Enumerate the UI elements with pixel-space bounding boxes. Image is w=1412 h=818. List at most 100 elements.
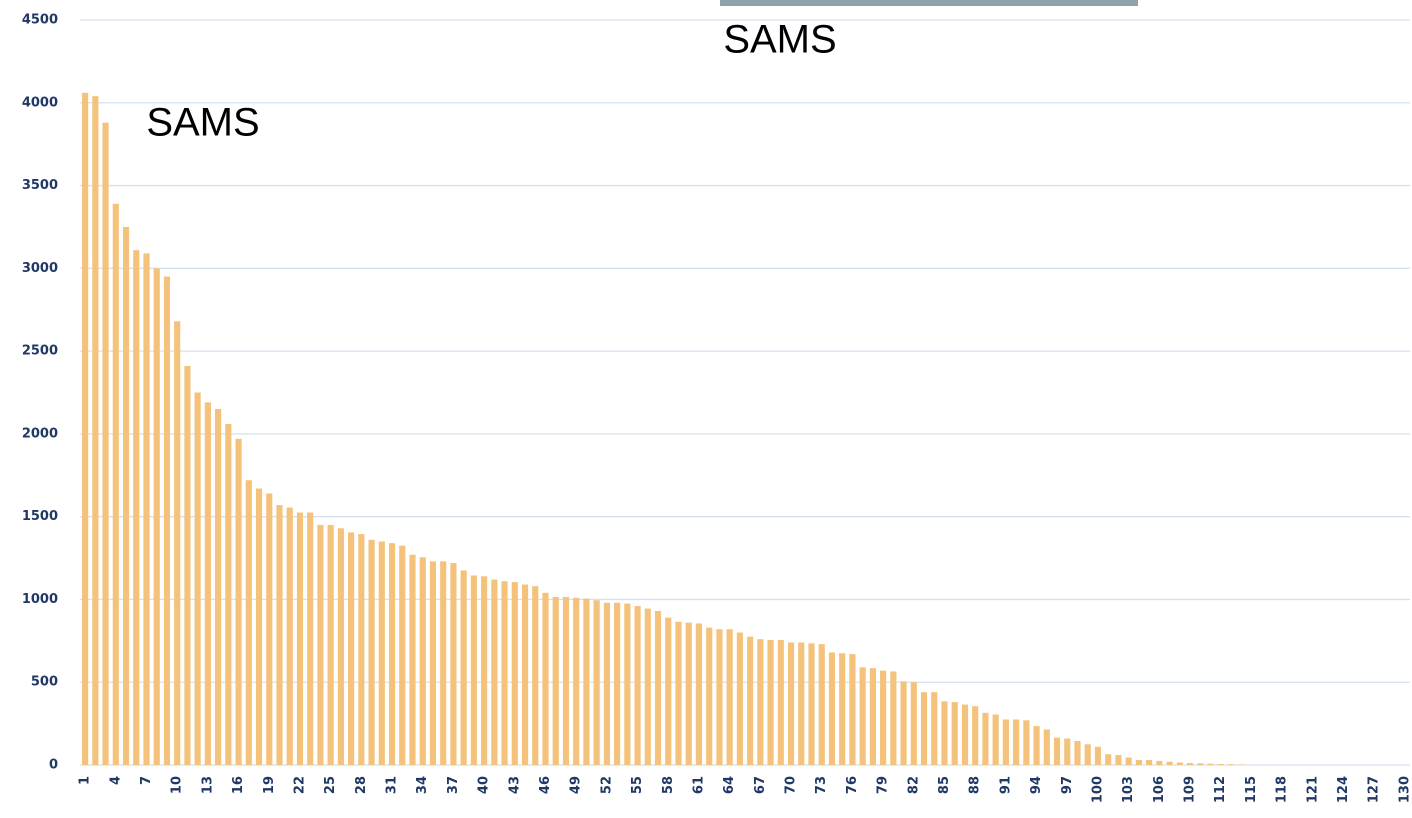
bar (1228, 764, 1234, 765)
bar (655, 611, 661, 765)
bar (1054, 738, 1060, 765)
bar (358, 534, 364, 765)
bar (1085, 744, 1091, 765)
bar (941, 701, 947, 765)
cropped-map-image (720, 0, 1138, 6)
x-tick-label: 118 (1275, 776, 1290, 803)
bar (604, 603, 610, 765)
y-tick-label: 1500 (22, 509, 58, 524)
bar (174, 321, 180, 765)
bar (860, 667, 866, 765)
bar (1044, 729, 1050, 765)
bar (215, 409, 221, 765)
annotation: SAMS (723, 18, 836, 62)
bar (901, 681, 907, 765)
bar (1126, 758, 1132, 765)
bar (399, 546, 405, 765)
bar (1187, 763, 1193, 765)
x-tick-label: 70 (784, 776, 799, 794)
bar (317, 525, 323, 765)
y-tick-label: 1000 (22, 592, 58, 607)
x-tick-label: 37 (446, 776, 461, 794)
bar (297, 513, 303, 765)
x-tick-label: 124 (1336, 776, 1351, 803)
x-tick-label: 7 (139, 776, 154, 785)
x-tick-label: 4 (108, 776, 123, 785)
bar (921, 692, 927, 765)
x-tick-label: 19 (262, 776, 277, 794)
bar (1207, 764, 1213, 765)
x-tick-label: 76 (845, 776, 860, 794)
bar (1218, 764, 1224, 765)
y-tick-label: 4500 (22, 13, 58, 28)
bar (757, 639, 763, 765)
bar (502, 581, 508, 765)
x-tick-label: 121 (1305, 776, 1320, 803)
x-tick-label: 67 (753, 776, 768, 794)
bar (1003, 719, 1009, 765)
bar (870, 668, 876, 765)
x-tick-label: 82 (906, 776, 921, 794)
bar (338, 528, 344, 765)
bar (1013, 719, 1019, 765)
x-tick-label: 100 (1090, 776, 1105, 803)
x-tick-label: 79 (876, 776, 891, 794)
bar (532, 586, 538, 765)
bar (798, 642, 804, 765)
bar (512, 582, 518, 765)
bar (1146, 760, 1152, 765)
bar (1105, 754, 1111, 765)
x-tick-label: 10 (170, 776, 185, 794)
bar (164, 277, 170, 765)
bar (594, 600, 600, 765)
bar (635, 606, 641, 765)
bar (1064, 739, 1070, 765)
bar (808, 643, 814, 765)
bar (348, 532, 354, 765)
x-tick-label: 61 (691, 776, 706, 794)
bar (696, 623, 702, 765)
bar (1095, 747, 1101, 765)
x-tick-label: 73 (814, 776, 829, 794)
bar (849, 654, 855, 765)
x-tick-label: 49 (569, 776, 584, 794)
bar (184, 366, 190, 765)
bar (430, 561, 436, 765)
bar (133, 250, 139, 765)
bar (143, 253, 149, 765)
bar (778, 640, 784, 765)
bar (1034, 726, 1040, 765)
bar (706, 628, 712, 765)
bar (379, 542, 385, 766)
bar (440, 561, 446, 765)
bar (103, 123, 109, 765)
bar (409, 555, 415, 765)
bar (328, 525, 334, 765)
x-tick-label: 64 (722, 776, 737, 794)
bar (256, 489, 262, 765)
bar (993, 715, 999, 765)
bar (1074, 741, 1080, 765)
bar (952, 702, 958, 765)
bar (839, 653, 845, 765)
x-tick-label: 112 (1213, 776, 1228, 803)
x-tick-label: 46 (538, 776, 553, 794)
bar (461, 570, 467, 765)
x-tick-label: 58 (661, 776, 676, 794)
bar (982, 713, 988, 765)
x-tick-label: 31 (385, 776, 400, 794)
x-tick-label: 91 (998, 776, 1013, 794)
x-tick-label: 34 (415, 776, 430, 794)
bar (307, 513, 313, 765)
bar (1197, 763, 1203, 765)
bar (890, 671, 896, 765)
y-tick-label: 2500 (22, 344, 58, 359)
bar (420, 557, 426, 765)
bar (1136, 760, 1142, 765)
x-tick-label: 40 (477, 776, 492, 794)
bar (82, 93, 88, 765)
bar (522, 585, 528, 765)
annotation: SAMS (146, 101, 259, 145)
bar (686, 623, 692, 765)
bar (123, 227, 129, 765)
